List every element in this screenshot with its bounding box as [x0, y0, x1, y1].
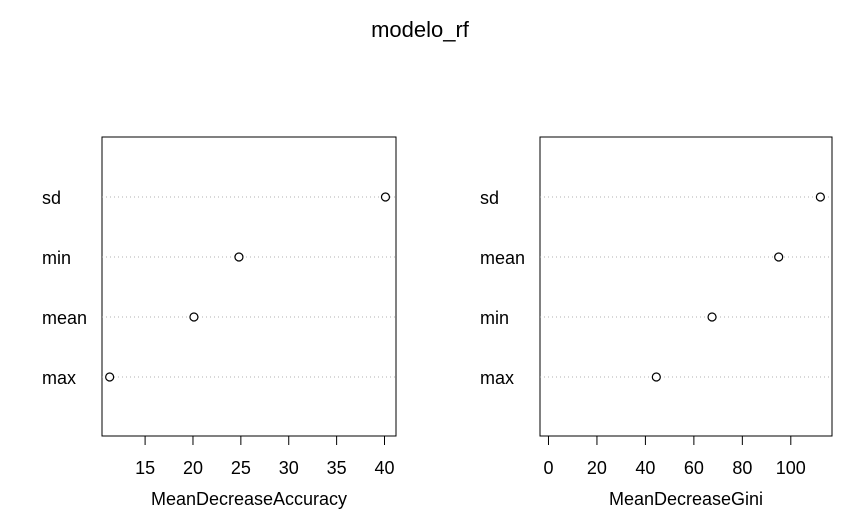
data-point [234, 252, 244, 262]
data-point [380, 192, 391, 202]
x-tick-label: 35 [327, 458, 347, 478]
x-tick-label: 40 [374, 458, 394, 478]
data-point [651, 372, 661, 382]
x-tick-label: 20 [587, 458, 607, 478]
x-tick-label: 15 [135, 458, 155, 478]
category-label: min [480, 308, 509, 328]
category-label: mean [480, 248, 525, 268]
panel-mean-decrease-accuracy: MeanDecreaseAccuracy 15 20 25 30 35 40 max mean… [42, 136, 397, 509]
x-axis-label: MeanDecreaseGini [609, 489, 763, 509]
main-title: modelo_rf [371, 17, 470, 42]
data-point [774, 252, 784, 262]
x-tick-label: 80 [732, 458, 752, 478]
x-tick-label: 30 [279, 458, 299, 478]
category-label: sd [42, 188, 61, 208]
x-tick-label: 20 [183, 458, 203, 478]
category-label: mean [42, 308, 87, 328]
x-tick-label: 100 [776, 458, 806, 478]
x-tick-label: 0 [543, 458, 553, 478]
plot-frame [539, 136, 833, 437]
category-label: sd [480, 188, 499, 208]
x-tick-label: 40 [635, 458, 655, 478]
category-label: max [480, 368, 514, 388]
panel-mean-decrease-gini: MeanDecreaseGini 0 20 40 60 80 100 max min mean s… [480, 136, 833, 509]
data-point [189, 312, 199, 322]
category-label: min [42, 248, 71, 268]
plot-frame [101, 136, 397, 437]
category-label: max [42, 368, 76, 388]
x-axis-label: MeanDecreaseAccuracy [151, 489, 347, 509]
data-point [815, 192, 825, 202]
x-tick-label: 25 [231, 458, 251, 478]
data-point [707, 312, 717, 322]
x-tick-label: 60 [684, 458, 704, 478]
data-point [105, 372, 115, 382]
